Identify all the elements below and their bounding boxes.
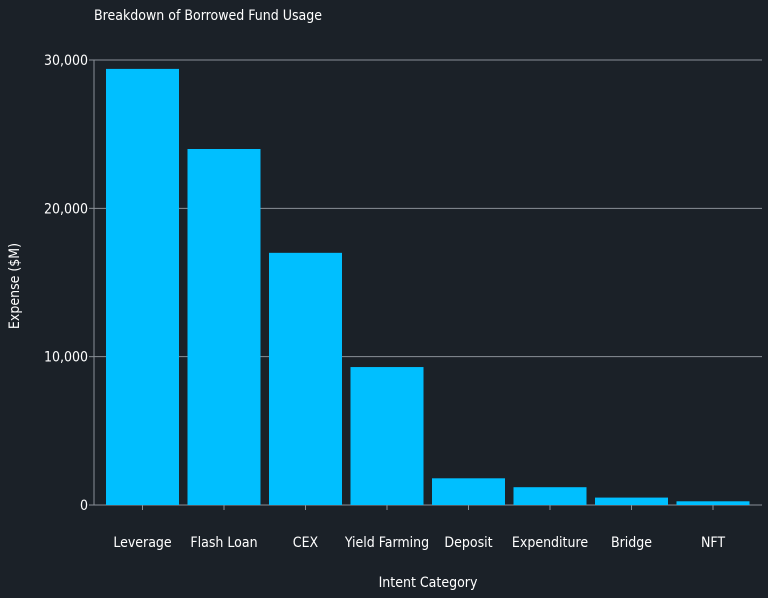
y-tick-label: 20,000 [44, 201, 88, 217]
bars [106, 68, 750, 506]
y-tick-label: 30,000 [44, 53, 88, 69]
x-tick-label: CEX [293, 535, 319, 551]
y-tick-label: 10,000 [44, 350, 88, 366]
x-tick-label: Leverage [113, 535, 172, 551]
x-tick-label: Yield Farming [344, 535, 429, 551]
bar-yield-farming [350, 367, 424, 505]
x-tick-label: Flash Loan [190, 535, 257, 551]
x-tick-label: NFT [701, 535, 725, 551]
chart-title: Breakdown of Borrowed Fund Usage [94, 8, 322, 24]
bar-flash-loan [187, 149, 261, 505]
x-tick-label: Bridge [611, 535, 652, 551]
y-tick-label: 0 [80, 498, 88, 514]
bar-nft [676, 501, 750, 505]
x-axis-label: Intent Category [379, 575, 478, 591]
bar-cex [269, 252, 342, 505]
bar-bridge [595, 497, 668, 505]
x-axis-ticks: Leverage Flash Loan CEX Yield Farming Deposi… [113, 505, 725, 551]
bar-deposit [432, 478, 505, 505]
y-axis-ticks: 0 10,000 20,000 30,000 [44, 53, 94, 514]
bar-leverage [106, 68, 179, 506]
y-axis-label: Expense ($M) [7, 243, 23, 329]
bar-expenditure [513, 487, 587, 505]
x-tick-label: Deposit [444, 535, 492, 551]
x-tick-label: Expenditure [512, 535, 588, 551]
